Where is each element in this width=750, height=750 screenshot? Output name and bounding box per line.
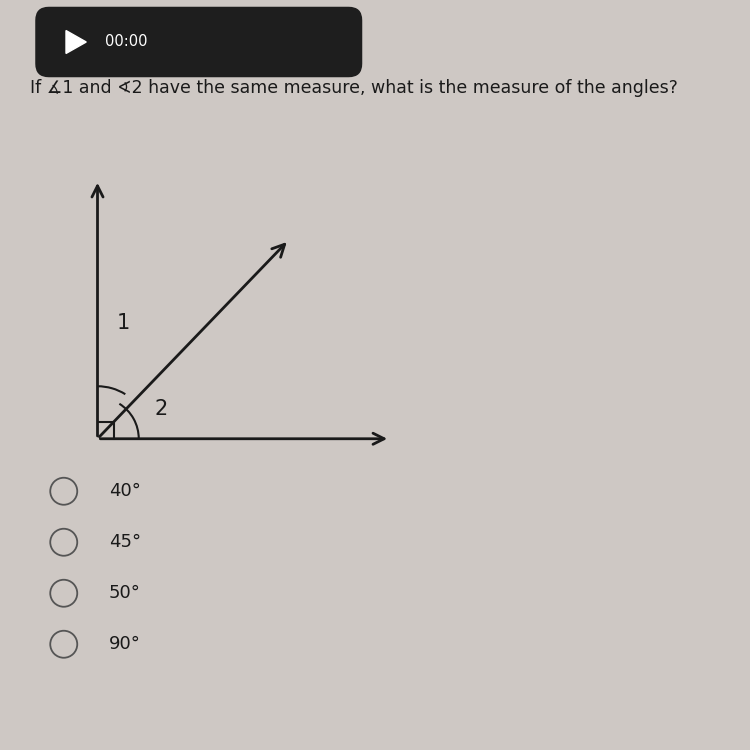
Text: 40°: 40° xyxy=(109,482,141,500)
Text: 45°: 45° xyxy=(109,533,141,551)
FancyBboxPatch shape xyxy=(35,7,362,77)
Polygon shape xyxy=(66,31,86,53)
Text: 1: 1 xyxy=(117,313,130,332)
Text: 2: 2 xyxy=(154,399,168,418)
Text: If ∡1 and ∢2 have the same measure, what is the measure of the angles?: If ∡1 and ∢2 have the same measure, what… xyxy=(30,79,678,97)
Text: 50°: 50° xyxy=(109,584,141,602)
Text: 90°: 90° xyxy=(109,635,141,653)
Text: 00:00: 00:00 xyxy=(105,34,148,50)
